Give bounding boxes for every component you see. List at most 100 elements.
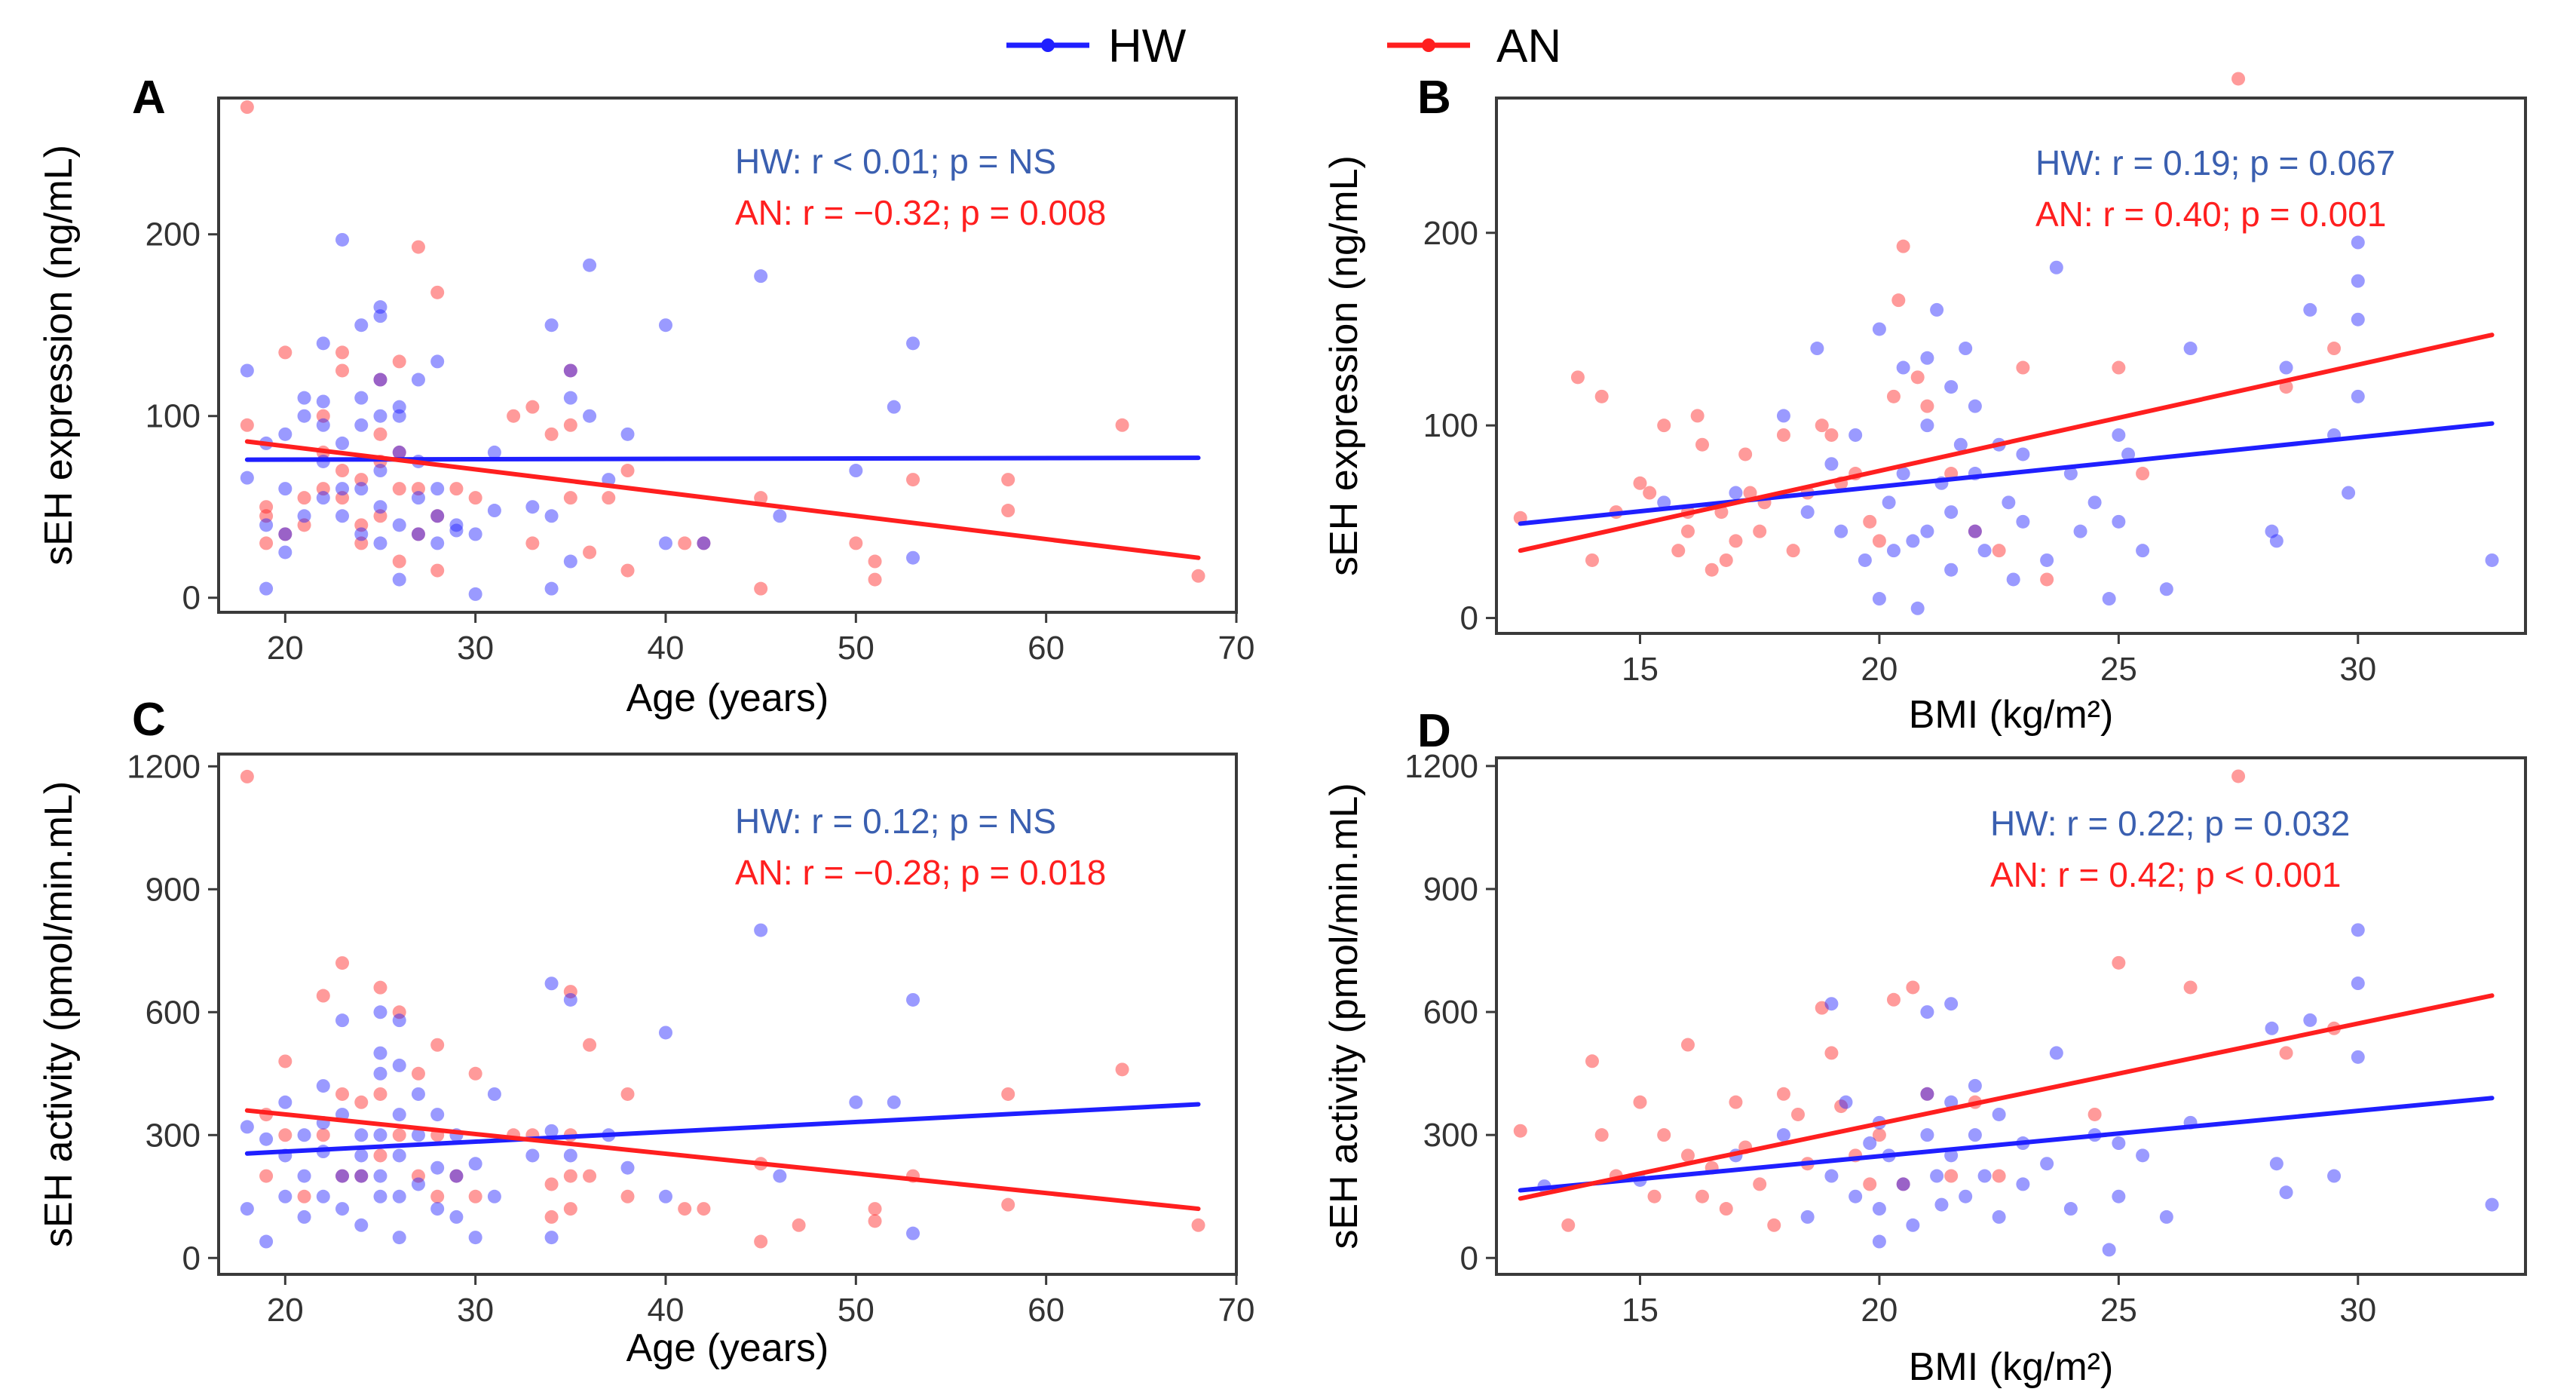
point-hw-c-19 [354,1148,369,1163]
point-hw-a-42 [430,354,445,369]
point-hw-a-31 [373,500,387,514]
y-tick-label-c-0: 0 [182,1240,201,1277]
y-axis-label-d: sEH activity (pmol/min.mL) [1322,783,1366,1249]
point-an-a-57 [1191,569,1205,583]
point-hw-c-7 [297,1128,311,1142]
point-an-c-42 [792,1218,806,1232]
point-an-a-31 [430,509,445,523]
point-hw-a-66 [754,269,768,284]
point-an-d-15 [1753,1177,1767,1191]
point-hw-d-32 [2040,1157,2054,1171]
point-an-d-30 [1944,1169,1959,1183]
point-hw-b-8 [1858,553,1872,567]
point-an-a-39 [563,363,577,378]
point-an-b-1 [1570,370,1585,385]
point-an-d-21 [1824,1046,1839,1060]
legend-marker-an [1422,38,1435,52]
point-hw-d-15 [1906,1218,1920,1232]
point-an-b-3 [1594,389,1609,403]
point-hw-a-57 [563,391,577,405]
y-tick-label-b-200: 200 [1423,215,1478,252]
point-hw-c-47 [525,1148,540,1163]
point-hw-d-26 [1968,1128,1982,1142]
point-hw-c-24 [373,1066,387,1081]
legend-label-hw: HW [1108,20,1187,72]
point-hw-d-38 [2112,1189,2126,1203]
point-hw-d-33 [2049,1046,2063,1060]
point-hw-a-9 [297,409,311,423]
point-an-a-30 [430,285,445,299]
point-hw-b-23 [1944,505,1959,520]
point-an-d-25 [1872,1128,1886,1142]
point-hw-a-33 [392,400,406,414]
point-hw-b-22 [1944,380,1959,394]
point-hw-b-32 [2002,495,2016,510]
point-hw-b-29 [1968,524,1982,538]
point-an-c-41 [754,1234,768,1249]
point-an-b-39 [2040,572,2054,587]
point-an-d-3 [1594,1128,1609,1142]
x-tick-label-b-20: 20 [1861,651,1898,688]
point-an-a-22 [373,509,387,523]
point-hw-a-32 [373,536,387,550]
point-hw-b-55 [2351,274,2365,288]
point-hw-c-18 [354,1128,369,1142]
point-hw-c-25 [373,1128,387,1142]
point-hw-a-22 [354,391,369,405]
point-hw-b-15 [1906,534,1920,548]
point-hw-d-45 [2303,1013,2317,1027]
panel-c: 20 30 40 50 60 70 0 300 600 900 1200 Age (years) sEH… [37,694,1254,1370]
point-hw-d-36 [2102,1243,2116,1257]
point-hw-a-23 [354,418,369,432]
point-hw-a-70 [906,336,920,351]
points-an-c [240,769,1205,1249]
panel-label-d: D [1417,705,1451,757]
point-hw-d-8 [1849,1189,1863,1203]
point-hw-a-56 [563,363,577,378]
point-an-a-13 [335,363,350,378]
point-an-a-0 [240,100,254,115]
point-hw-c-17 [335,1202,350,1216]
fit-line-an-d [1518,993,2495,1201]
point-hw-b-43 [2112,514,2126,529]
point-an-b-30 [1886,389,1901,403]
point-hw-b-41 [2102,592,2116,606]
point-an-b-17 [1738,447,1753,461]
panel-label-b: B [1417,72,1451,124]
point-hw-d-5 [1824,997,1839,1011]
point-hw-d-10 [1872,1234,1886,1249]
point-hw-a-10 [297,509,311,523]
point-hw-b-13 [1896,360,1910,375]
point-hw-d-23 [1944,1148,1959,1163]
point-hw-c-44 [468,1231,482,1245]
point-hw-c-49 [544,1124,559,1138]
fit-line-hw-b [1518,421,2495,526]
point-hw-a-26 [373,300,387,314]
point-hw-d-27 [1977,1169,1992,1183]
point-an-c-47 [1001,1197,1015,1212]
point-hw-b-27 [1968,399,1982,413]
point-an-c-49 [1191,1218,1205,1232]
point-an-b-2 [1585,553,1599,567]
point-an-b-6 [1643,486,1657,500]
point-hw-c-2 [259,1132,274,1146]
point-hw-d-3 [1776,1128,1790,1142]
point-an-b-24 [1815,418,1829,433]
x-axis-label-b: BMI (kg/m²) [1909,693,2114,737]
x-tick-label-c-70: 70 [1218,1292,1255,1329]
x-tick-label-d-30: 30 [2339,1292,2376,1329]
annotation-hw-b: HW: r = 0.19; p = 0.067 [2035,143,2395,182]
point-hw-b-39 [2073,524,2087,538]
point-an-a-4 [259,536,274,550]
point-an-d-12 [1719,1202,1733,1216]
point-hw-a-62 [620,427,635,441]
point-hw-a-27 [373,309,387,323]
point-an-d-27 [1896,1177,1910,1191]
plot-frame-c [217,753,1238,1276]
point-hw-a-20 [335,509,350,523]
point-an-a-20 [373,427,387,441]
point-hw-d-48 [2351,976,2365,991]
y-tick-label-c-1200: 1200 [127,748,201,785]
point-an-d-10 [1695,1189,1709,1203]
point-an-d-33 [2087,1107,2102,1121]
